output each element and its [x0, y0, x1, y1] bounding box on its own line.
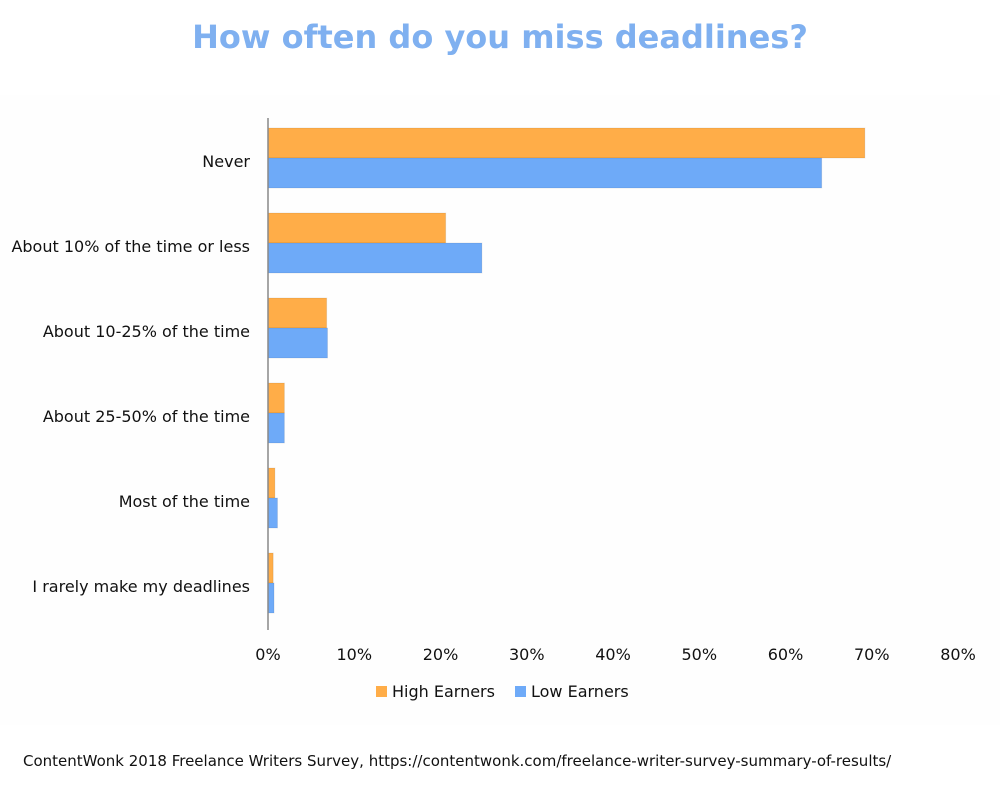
bar-low-earners-about-10-25-of-the-time: [267, 327, 329, 359]
source-note: ContentWonk 2018 Freelance Writers Surve…: [23, 752, 892, 770]
legend-swatch-low-earners: [515, 686, 526, 697]
legend-label-high-earners: High Earners: [392, 682, 495, 701]
bar-low-earners-most-of-the-time: [267, 497, 278, 529]
bar-low-earners-about-10-of-the-time-or-less: [267, 242, 483, 274]
x-tick-label: 10%: [336, 645, 372, 664]
x-tick-label: 60%: [768, 645, 804, 664]
category-labels: Never About 10% of the time or less About …: [11, 152, 250, 596]
x-tick-label: 70%: [854, 645, 890, 664]
bar-low-earners-never: [267, 157, 823, 189]
chart-title: How often do you miss deadlines?: [192, 18, 808, 56]
category-label-about-25-50-of-the-time: About 25-50% of the time: [43, 407, 250, 426]
legend-swatch-high-earners: [376, 686, 387, 697]
x-tick-label: 20%: [423, 645, 459, 664]
bar-high-earners-about-25-50-of-the-time: [267, 382, 285, 414]
bars-group: [267, 127, 866, 614]
x-tick-label: 50%: [681, 645, 717, 664]
category-label-i-rarely-make-my-deadlines: I rarely make my deadlines: [32, 577, 250, 596]
bar-high-earners-most-of-the-time: [267, 467, 276, 499]
legend-label-low-earners: Low Earners: [531, 682, 629, 701]
bar-low-earners-about-25-50-of-the-time: [267, 412, 285, 444]
bar-high-earners-never: [267, 127, 866, 159]
category-label-about-10-of-the-time-or-less: About 10% of the time or less: [11, 237, 250, 256]
bar-high-earners-about-10-25-of-the-time: [267, 297, 328, 329]
x-tick-labels: 0% 10% 20% 30% 40% 50% 60% 70% 80%: [255, 645, 975, 664]
bar-low-earners-i-rarely-make-my-deadlines: [267, 582, 275, 614]
plot-panel: [0, 95, 1000, 725]
legend: High Earners Low Earners: [376, 682, 629, 701]
bar-high-earners-i-rarely-make-my-deadlines: [267, 552, 274, 584]
category-label-about-10-25-of-the-time: About 10-25% of the time: [43, 322, 250, 341]
x-tick-label: 80%: [940, 645, 976, 664]
category-label-never: Never: [202, 152, 250, 171]
x-tick-label: 0%: [255, 645, 280, 664]
bar-high-earners-about-10-of-the-time-or-less: [267, 212, 447, 244]
category-label-most-of-the-time: Most of the time: [119, 492, 250, 511]
x-tick-label: 40%: [595, 645, 631, 664]
x-tick-label: 30%: [509, 645, 545, 664]
